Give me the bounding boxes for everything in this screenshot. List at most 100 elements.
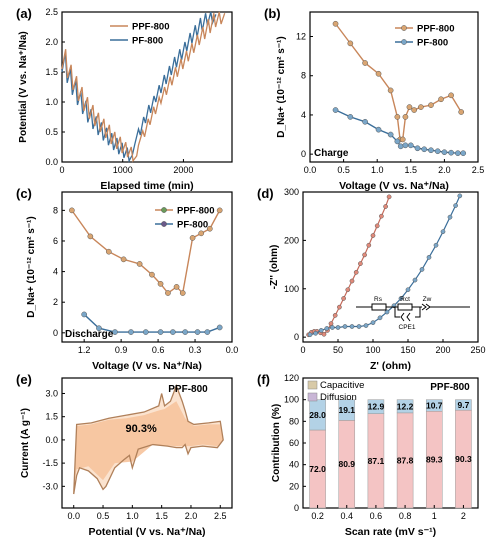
data-point-ppf-800 — [418, 104, 424, 110]
data-point-ppf-800 — [345, 287, 351, 293]
legend-label: PPF-800 — [177, 206, 215, 217]
data-point-ppf-800 — [87, 233, 94, 240]
plot-frame — [302, 191, 479, 343]
data-point-ppf-800 — [399, 136, 406, 143]
data-point-pf-800 — [313, 330, 318, 336]
x-tick-label: 0.4 — [340, 511, 353, 521]
plot-frame — [61, 377, 233, 509]
data-point-ppf-800 — [438, 96, 444, 103]
data-point-ppf-800 — [411, 107, 418, 113]
y-tick-label: 2.5 — [45, 7, 58, 17]
y-tick-label: -1.5 — [42, 458, 58, 468]
data-point-pf-800 — [421, 146, 428, 153]
data-point-pf-800 — [342, 324, 348, 329]
y-tick-label: 0 — [53, 328, 58, 338]
data-point-ppf-800 — [349, 278, 355, 284]
data-point-ppf-800 — [120, 256, 127, 263]
y-tick-label: 20 — [289, 481, 299, 491]
data-point-pf-800 — [433, 242, 439, 248]
data-point-pf-800 — [405, 287, 411, 293]
data-label-diffusion: 12.9 — [368, 402, 385, 412]
data-point-pf-800 — [434, 148, 441, 155]
data-point-ppf-800 — [394, 114, 401, 120]
series-line-ppf-800 — [61, 11, 226, 163]
panel-d: (d) Z' (ohm) -Z'' (ohm) 0 50 100 150 200 250 0 100… — [257, 186, 486, 372]
x-tick-label: 0.9 — [115, 345, 128, 355]
circuit-label-zw: Zw — [423, 296, 432, 303]
y-tick-label: 0 — [301, 149, 306, 159]
data-point-ppf-800 — [375, 70, 382, 77]
bar-diffusion — [455, 399, 472, 411]
y-tick-label: 120 — [284, 373, 299, 383]
y-tick-label: 0 — [294, 332, 299, 342]
y-tick-label: 4 — [301, 110, 306, 120]
x-tick-label: 0 — [59, 165, 64, 175]
data-label-diffusion: 28.0 — [309, 410, 326, 420]
y-axis-label: Potential (V vs. Na⁺/Na) — [18, 31, 29, 142]
x-tick-label: 2.0 — [438, 165, 451, 175]
legend-marker — [401, 39, 407, 45]
series-line-pf-800 — [61, 11, 217, 163]
x-axis-label: Z' (ohm) — [370, 360, 411, 372]
data-point-pf-800 — [362, 118, 368, 125]
data-point-pf-800 — [335, 325, 341, 330]
y-tick-label: 1.0 — [45, 97, 58, 107]
y-tick-label: 6 — [53, 236, 58, 246]
bar-diffusion — [396, 399, 414, 414]
data-point-pf-800 — [332, 107, 339, 113]
data-point-ppf-800 — [406, 104, 413, 110]
series-line-ppf-800 — [308, 196, 390, 336]
circuit-label-rct: Rct — [400, 296, 410, 303]
data-point-pf-800 — [375, 126, 382, 133]
series-label: PPF-800 — [168, 384, 208, 395]
data-point-pf-800 — [204, 329, 211, 335]
data-point-pf-800 — [428, 147, 434, 154]
x-tick-label: 2.5 — [214, 511, 227, 521]
data-point-pf-800 — [419, 267, 425, 272]
y-tick-label: 1.5 — [45, 67, 58, 77]
data-point-ppf-800 — [337, 304, 342, 310]
data-point-ppf-800 — [321, 331, 327, 337]
data-point-ppf-800 — [387, 87, 394, 94]
data-point-pf-800 — [440, 229, 446, 235]
data-label-capacitive: 87.8 — [397, 455, 414, 465]
data-point-pf-800 — [347, 114, 354, 120]
data-point-ppf-800 — [189, 235, 196, 241]
x-tick-label: 0.6 — [152, 345, 165, 355]
data-point-pf-800 — [448, 149, 454, 156]
x-axis-label: Voltage (V vs. Na⁺/Na) — [92, 360, 202, 372]
data-point-ppf-800 — [198, 230, 205, 237]
equivalent-circuit: Rs Rct Zw CPE1 — [356, 296, 470, 331]
data-point-ppf-800 — [448, 92, 454, 99]
data-label-capacitive: 89.3 — [426, 455, 443, 465]
data-point-pf-800 — [387, 131, 394, 138]
legend-label: PF-800 — [132, 36, 163, 47]
data-label-capacitive: 80.9 — [338, 459, 355, 469]
y-tick-label: 300 — [284, 187, 299, 197]
data-point-pf-800 — [457, 193, 463, 199]
data-point-pf-800 — [307, 332, 313, 338]
x-tick-label: 1.5 — [405, 165, 418, 175]
y-tick-label: 4 — [53, 267, 58, 277]
y-axis-label: -Z'' (ohm) — [269, 245, 280, 290]
data-point-ppf-800 — [366, 242, 372, 248]
data-label-diffusion: 9.7 — [458, 400, 470, 410]
plot-frame — [309, 11, 479, 163]
y-tick-label: 0.0 — [45, 157, 58, 167]
data-point-pf-800 — [407, 142, 414, 149]
panel-label: (d) — [257, 186, 274, 201]
series-line-ppf-800 — [334, 23, 462, 141]
data-point-pf-800 — [194, 329, 201, 335]
data-point-ppf-800 — [379, 213, 384, 219]
legend-marker — [401, 25, 407, 31]
panel-label: (b) — [264, 6, 281, 21]
data-point-pf-800 — [426, 254, 432, 260]
y-tick-label: 2 — [53, 297, 58, 307]
x-tick-label: 2000 — [173, 165, 193, 175]
legend-swatch-diffusion — [307, 392, 318, 402]
y-tick-label: 1.5 — [45, 412, 58, 422]
data-point-pf-800 — [454, 150, 461, 157]
x-axis-label: Elapsed time (min) — [100, 180, 193, 192]
legend-label: PF-800 — [417, 38, 448, 49]
data-point-ppf-800 — [428, 102, 434, 108]
